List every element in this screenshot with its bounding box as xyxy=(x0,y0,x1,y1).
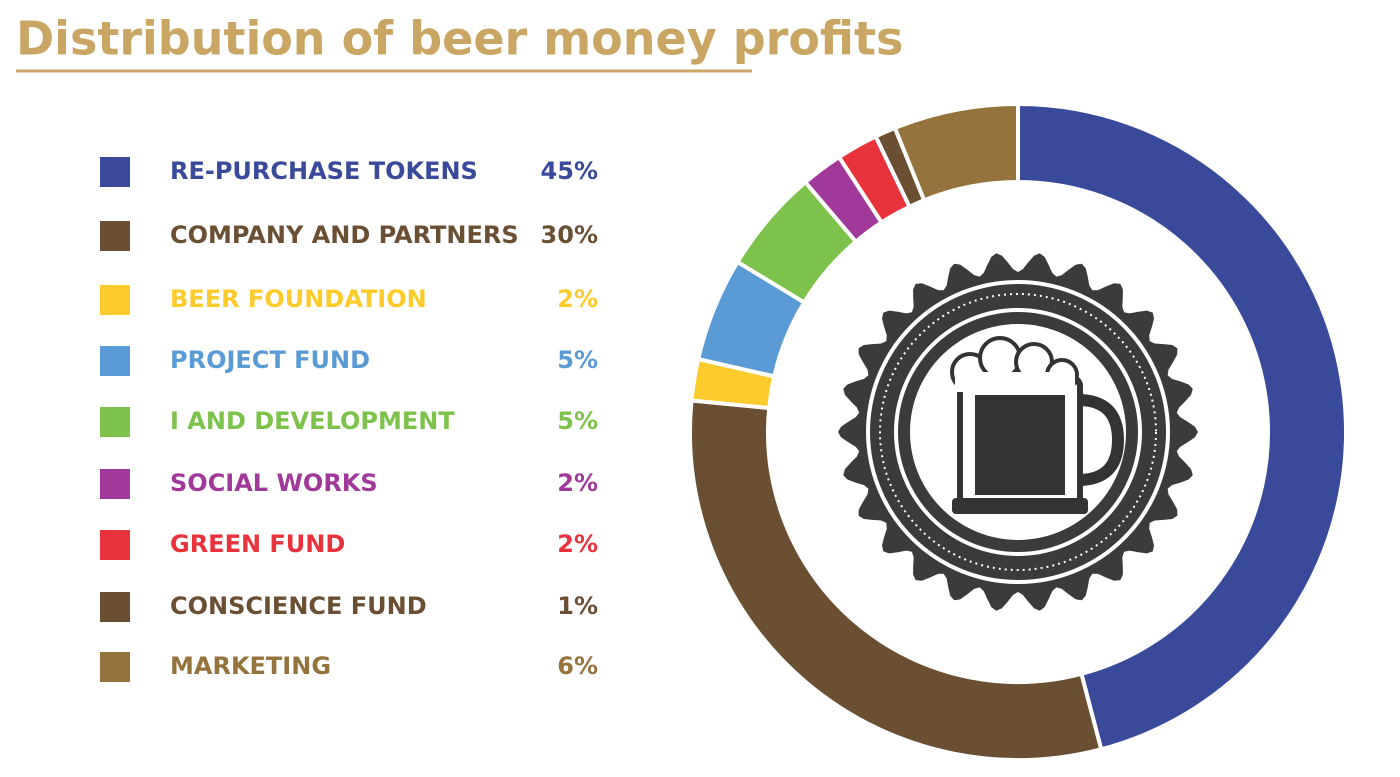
value-label: 30% xyxy=(541,221,598,249)
legend-swatch xyxy=(100,157,130,187)
bottle-cap xyxy=(838,253,1198,611)
legend-label: I AND DEVELOPMENT xyxy=(170,407,455,435)
cap-ring xyxy=(879,293,1157,571)
legend-swatch xyxy=(100,221,130,251)
legend-swatch xyxy=(100,652,130,682)
cap-ring xyxy=(866,280,1170,584)
value-label: 45% xyxy=(541,157,598,185)
legend-label: SOCIAL WORKS xyxy=(170,469,378,497)
cap-ring xyxy=(894,308,1142,556)
value-label: 1% xyxy=(557,592,598,620)
legend-swatch xyxy=(100,592,130,622)
legend-label: PROJECT FUND xyxy=(170,346,370,374)
value-label: 2% xyxy=(557,530,598,558)
donut-segment xyxy=(1016,101,1348,752)
legend-label: RE-PURCHASE TOKENS xyxy=(170,157,478,185)
legend-label: GREEN FUND xyxy=(170,530,345,558)
legend-swatch xyxy=(100,407,130,437)
legend-swatch xyxy=(100,530,130,560)
legend-label: COMPANY AND PARTNERS xyxy=(170,221,519,249)
legend-label: MARKETING xyxy=(170,652,331,680)
donut-segment xyxy=(688,398,1104,762)
legend-swatch xyxy=(100,469,130,499)
value-label: 5% xyxy=(557,407,598,435)
legend-label: CONSCIENCE FUND xyxy=(170,592,427,620)
value-label: 2% xyxy=(557,285,598,313)
legend-swatch xyxy=(100,285,130,315)
chart-title: Distribution of beer money profits xyxy=(16,12,903,66)
value-label: 6% xyxy=(557,652,598,680)
beer-mug xyxy=(950,336,1125,514)
donut-segment xyxy=(892,101,1020,203)
legend-swatch xyxy=(100,346,130,376)
legend-label: BEER FOUNDATION xyxy=(170,285,427,313)
value-label: 2% xyxy=(557,469,598,497)
value-label: 5% xyxy=(557,346,598,374)
